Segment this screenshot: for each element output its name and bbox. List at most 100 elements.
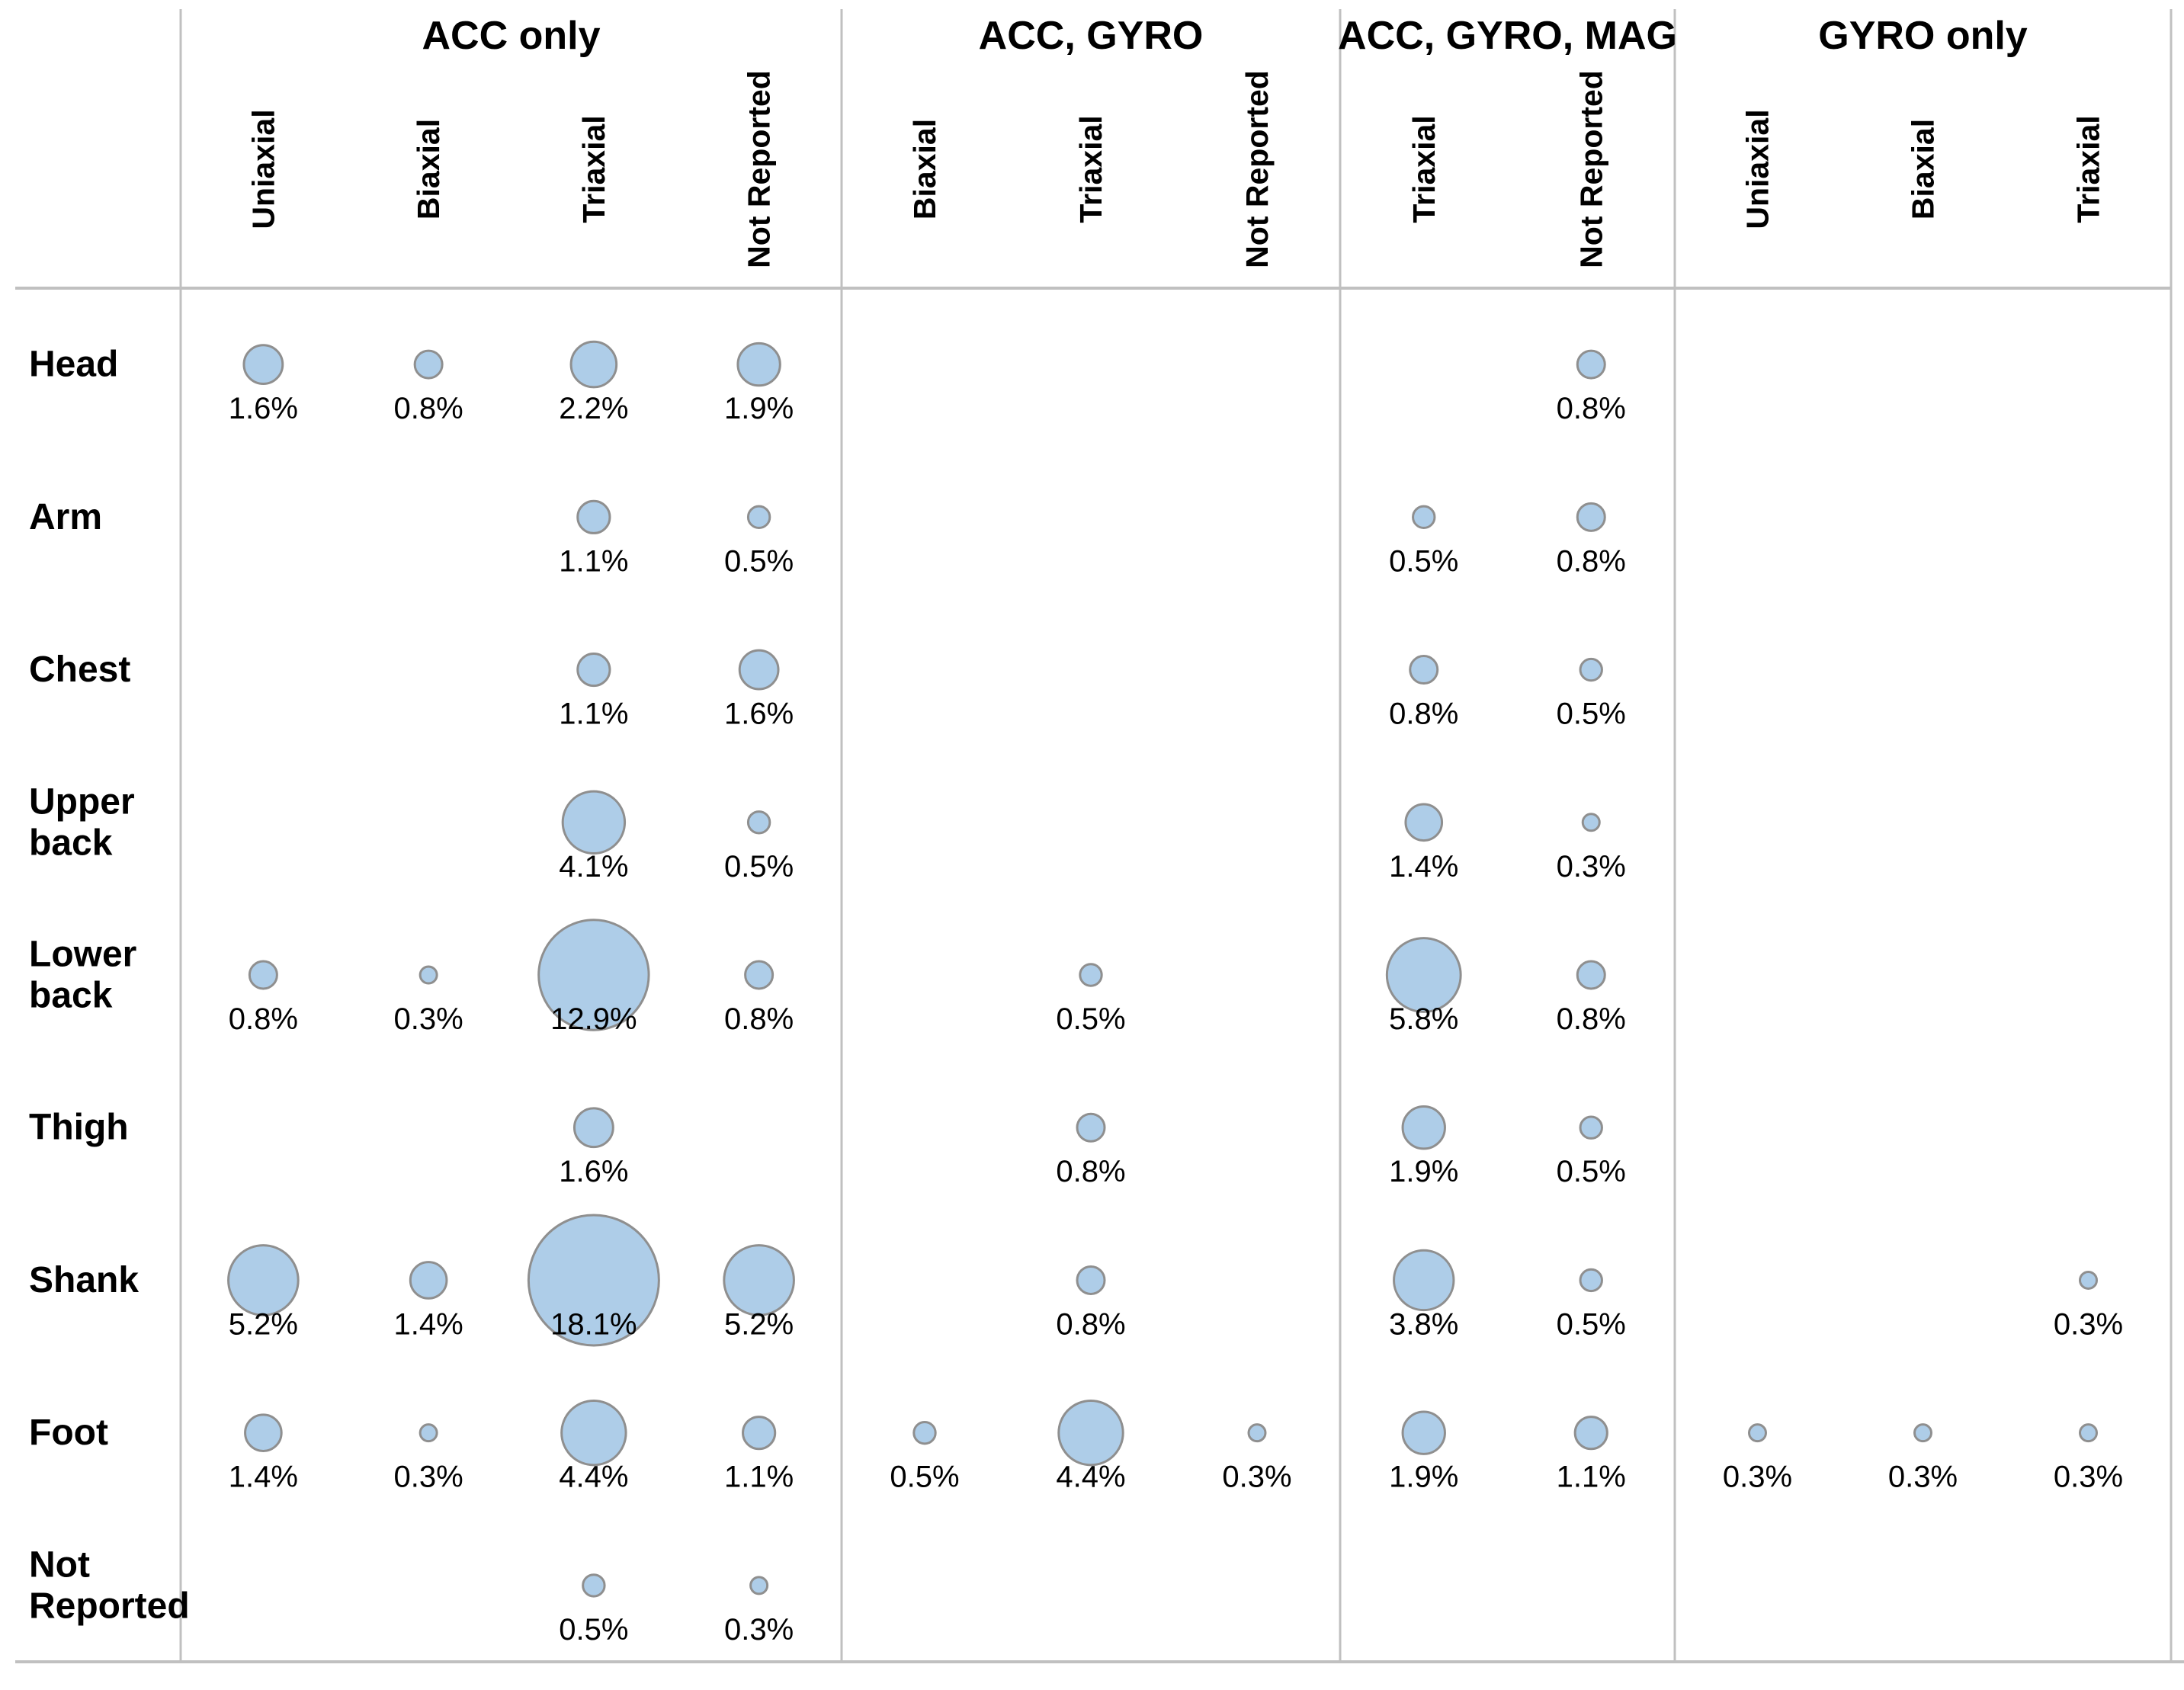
bubble-value-label: 1.9% (1389, 1155, 1458, 1188)
bubble-value-label: 0.8% (229, 1002, 298, 1036)
bubble-value-label: 12.9% (550, 1002, 637, 1036)
bubble-value-label: 0.5% (1557, 1155, 1626, 1188)
bubble-lower-back-not-reported (1576, 960, 1606, 990)
bubble-value-label: 0.8% (1557, 392, 1626, 425)
bubble-value-label: 1.1% (1557, 1461, 1626, 1494)
bubble-value-label: 0.5% (724, 544, 794, 578)
bubble-arm-triaxial (576, 499, 611, 534)
bubble-foot-triaxial (1401, 1410, 1446, 1455)
column-header-not-reported: Not Reported (1240, 70, 1275, 268)
bubble-value-label: 1.1% (559, 697, 628, 731)
bubble-chest-triaxial (576, 652, 611, 688)
bubble-upper-back-not-reported (1581, 813, 1601, 832)
bubble-foot-not-reported (1573, 1416, 1608, 1451)
bubble-upper-back-triaxial (1404, 803, 1444, 842)
row-label-upper-back: Upper back (29, 781, 135, 863)
column-header-uniaxial: Uniaxial (1740, 109, 1775, 229)
bubble-foot-uniaxial (244, 1413, 283, 1452)
bubble-shank-not-reported (1579, 1268, 1603, 1293)
bubble-value-label: 4.1% (559, 850, 628, 883)
bubble-value-label: 0.5% (1389, 544, 1458, 578)
bubble-foot-triaxial (2079, 1423, 2098, 1443)
bubble-value-label: 0.8% (1056, 1307, 1125, 1341)
bubble-value-label: 0.3% (1723, 1461, 1792, 1494)
column-header-triaxial: Triaxial (1406, 115, 1442, 223)
bubble-value-label: 1.4% (394, 1307, 463, 1341)
bubble-value-label: 0.5% (559, 1613, 628, 1647)
bubble-value-label: 0.5% (1557, 1307, 1626, 1341)
bubble-shank-not-reported (723, 1244, 795, 1316)
bubble-arm-triaxial (1412, 505, 1436, 530)
bubble-foot-uniaxial (1748, 1423, 1767, 1443)
bubble-foot-not-reported (1247, 1423, 1267, 1443)
bubble-value-label: 0.3% (724, 1613, 794, 1647)
bubble-not-reported-triaxial (582, 1573, 606, 1598)
bubble-value-label: 0.3% (1888, 1461, 1958, 1494)
column-header-biaxial: Biaxial (411, 119, 446, 220)
bubble-value-label: 0.5% (1557, 697, 1626, 731)
row-label-lower-back: Lower back (29, 935, 136, 1016)
bubble-value-label: 0.5% (724, 850, 794, 883)
row-label-arm: Arm (29, 497, 102, 537)
group-header-gyro-only: GYRO only (1818, 14, 2028, 58)
column-header-not-reported: Not Reported (1573, 70, 1608, 268)
bubble-arm-not-reported (746, 505, 771, 530)
bubble-value-label: 0.3% (2054, 1461, 2123, 1494)
bubble-lower-back-triaxial (537, 919, 650, 1031)
group-header-acc-gyro-mag: ACC, GYRO, MAG (1338, 14, 1677, 58)
bubble-value-label: 5.2% (229, 1307, 298, 1341)
row-label-chest: Chest (29, 649, 130, 690)
bubble-not-reported-not-reported (749, 1576, 769, 1595)
column-header-not-reported: Not Reported (742, 70, 777, 268)
bubble-value-label: 0.3% (394, 1461, 463, 1494)
bubble-lower-back-triaxial (1385, 937, 1462, 1013)
bubble-lower-back-not-reported (744, 960, 775, 990)
bubble-head-triaxial (569, 340, 618, 389)
bubble-chest-not-reported (738, 649, 780, 691)
row-label-shank: Shank (29, 1260, 139, 1300)
bubble-shank-biaxial (409, 1261, 448, 1300)
row-label-foot: Foot (29, 1413, 108, 1453)
bubble-chest-not-reported (1579, 657, 1603, 682)
bubble-value-label: 1.6% (229, 392, 298, 425)
bubble-value-label: 1.6% (724, 697, 794, 731)
bubble-value-label: 0.3% (1557, 850, 1626, 883)
bubble-foot-triaxial (560, 1399, 627, 1467)
bubble-shank-triaxial (527, 1214, 660, 1347)
bubble-upper-back-not-reported (746, 810, 771, 835)
bubble-value-label: 1.1% (724, 1461, 794, 1494)
column-header-biaxial: Biaxial (907, 119, 942, 220)
bubble-thigh-triaxial (1401, 1105, 1446, 1150)
bubble-value-label: 0.8% (394, 392, 463, 425)
bubble-shank-uniaxial (227, 1244, 300, 1316)
column-header-triaxial: Triaxial (1073, 115, 1108, 223)
bubble-shank-triaxial (1393, 1249, 1455, 1312)
bubble-value-label: 0.3% (1222, 1461, 1291, 1494)
bubble-value-label: 3.8% (1389, 1307, 1458, 1341)
group-header-acc-only: ACC only (422, 14, 601, 58)
bubble-value-label: 1.6% (559, 1155, 628, 1188)
column-header-uniaxial: Uniaxial (245, 109, 281, 229)
bubble-value-label: 4.4% (559, 1461, 628, 1494)
bubble-value-label: 0.8% (1056, 1155, 1125, 1188)
column-header-biaxial: Biaxial (1906, 119, 1941, 220)
bubble-value-label: 1.4% (229, 1461, 298, 1494)
bubble-shank-triaxial (2079, 1270, 2098, 1290)
bubble-lower-back-biaxial (419, 965, 438, 985)
bubble-value-label: 5.8% (1389, 1002, 1458, 1036)
group-header-acc-gyro: ACC, GYRO (979, 14, 1204, 58)
bubble-head-not-reported (736, 342, 781, 387)
bubble-foot-not-reported (742, 1416, 777, 1451)
bubble-value-label: 2.2% (559, 392, 628, 425)
bubble-value-label: 1.4% (1389, 850, 1458, 883)
column-header-triaxial: Triaxial (2071, 115, 2106, 223)
bubble-value-label: 4.4% (1056, 1461, 1125, 1494)
bubble-value-label: 1.1% (559, 544, 628, 578)
bubble-head-biaxial (413, 349, 444, 380)
row-label-thigh: Thigh (29, 1108, 129, 1148)
bubble-value-label: 1.9% (1389, 1461, 1458, 1494)
bubble-shank-triaxial (1076, 1265, 1106, 1295)
bubble-value-label: 0.8% (1557, 1002, 1626, 1036)
bubble-foot-biaxial (419, 1423, 438, 1443)
